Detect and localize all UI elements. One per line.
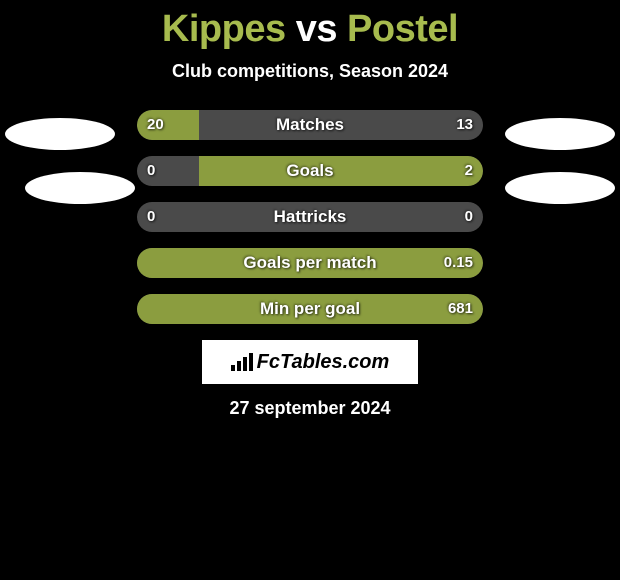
bar-label: Goals bbox=[137, 156, 483, 186]
page-title: Kippes vs Postel bbox=[0, 0, 620, 51]
title-player1: Kippes bbox=[162, 8, 286, 50]
bar-row: 681Min per goal bbox=[137, 294, 483, 324]
subtitle: Club competitions, Season 2024 bbox=[0, 61, 620, 82]
date-line: 27 september 2024 bbox=[0, 398, 620, 419]
logo: FcTables.com bbox=[231, 351, 390, 374]
comparison-bars: 2013Matches 02Goals 00Hattricks 0.15Goals p… bbox=[137, 110, 483, 324]
logo-box: FcTables.com bbox=[202, 340, 418, 384]
title-vs: vs bbox=[296, 8, 337, 50]
avatar-placeholder bbox=[5, 118, 115, 150]
avatar-placeholder bbox=[505, 172, 615, 204]
avatar-stack-right bbox=[505, 118, 615, 226]
chart-icon bbox=[231, 353, 253, 371]
bar-label: Matches bbox=[137, 110, 483, 140]
bar-label: Goals per match bbox=[137, 248, 483, 278]
avatar-placeholder bbox=[505, 118, 615, 150]
bar-row: 0.15Goals per match bbox=[137, 248, 483, 278]
bar-label: Min per goal bbox=[137, 294, 483, 324]
avatar-stack-left bbox=[5, 118, 115, 226]
avatar-placeholder bbox=[25, 172, 135, 204]
title-player2: Postel bbox=[347, 8, 458, 50]
bar-label: Hattricks bbox=[137, 202, 483, 232]
bar-row: 00Hattricks bbox=[137, 202, 483, 232]
bar-row: 02Goals bbox=[137, 156, 483, 186]
logo-text: FcTables.com bbox=[257, 351, 390, 374]
bar-row: 2013Matches bbox=[137, 110, 483, 140]
